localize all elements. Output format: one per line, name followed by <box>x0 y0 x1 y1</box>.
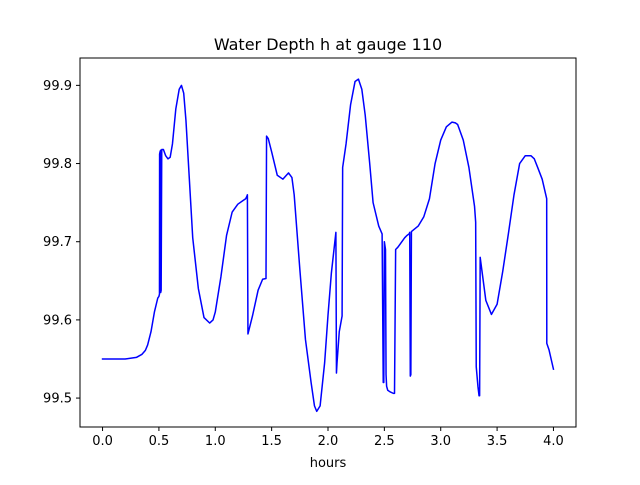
x-tick-label: 0.5 <box>149 434 170 449</box>
x-tick-label: 0.0 <box>92 434 113 449</box>
x-tick-label: 3.0 <box>430 434 451 449</box>
x-tick-label: 1.5 <box>261 434 282 449</box>
y-tick-label: 99.9 <box>43 79 72 94</box>
y-tick-label: 99.8 <box>43 157 72 172</box>
x-tick-label: 2.5 <box>374 434 395 449</box>
chart-title: Water Depth h at gauge 110 <box>214 35 442 54</box>
series-line-0 <box>101 78 555 413</box>
x-axis-label: hours <box>310 456 347 471</box>
x-tick-label: 4.0 <box>543 434 564 449</box>
y-tick-label: 99.6 <box>43 313 72 328</box>
y-tick-label: 99.7 <box>43 235 72 250</box>
x-tick-label: 1.0 <box>205 434 226 449</box>
plot-area: 0.0 0.5 1.0 1.5 2.0 2.5 3.0 3.5 4.0 99.5 99.6 99.7 9… <box>43 57 577 449</box>
x-tick-label: 2.0 <box>318 434 339 449</box>
y-tick-label: 99.5 <box>43 392 72 407</box>
x-tick-label: 3.5 <box>487 434 508 449</box>
